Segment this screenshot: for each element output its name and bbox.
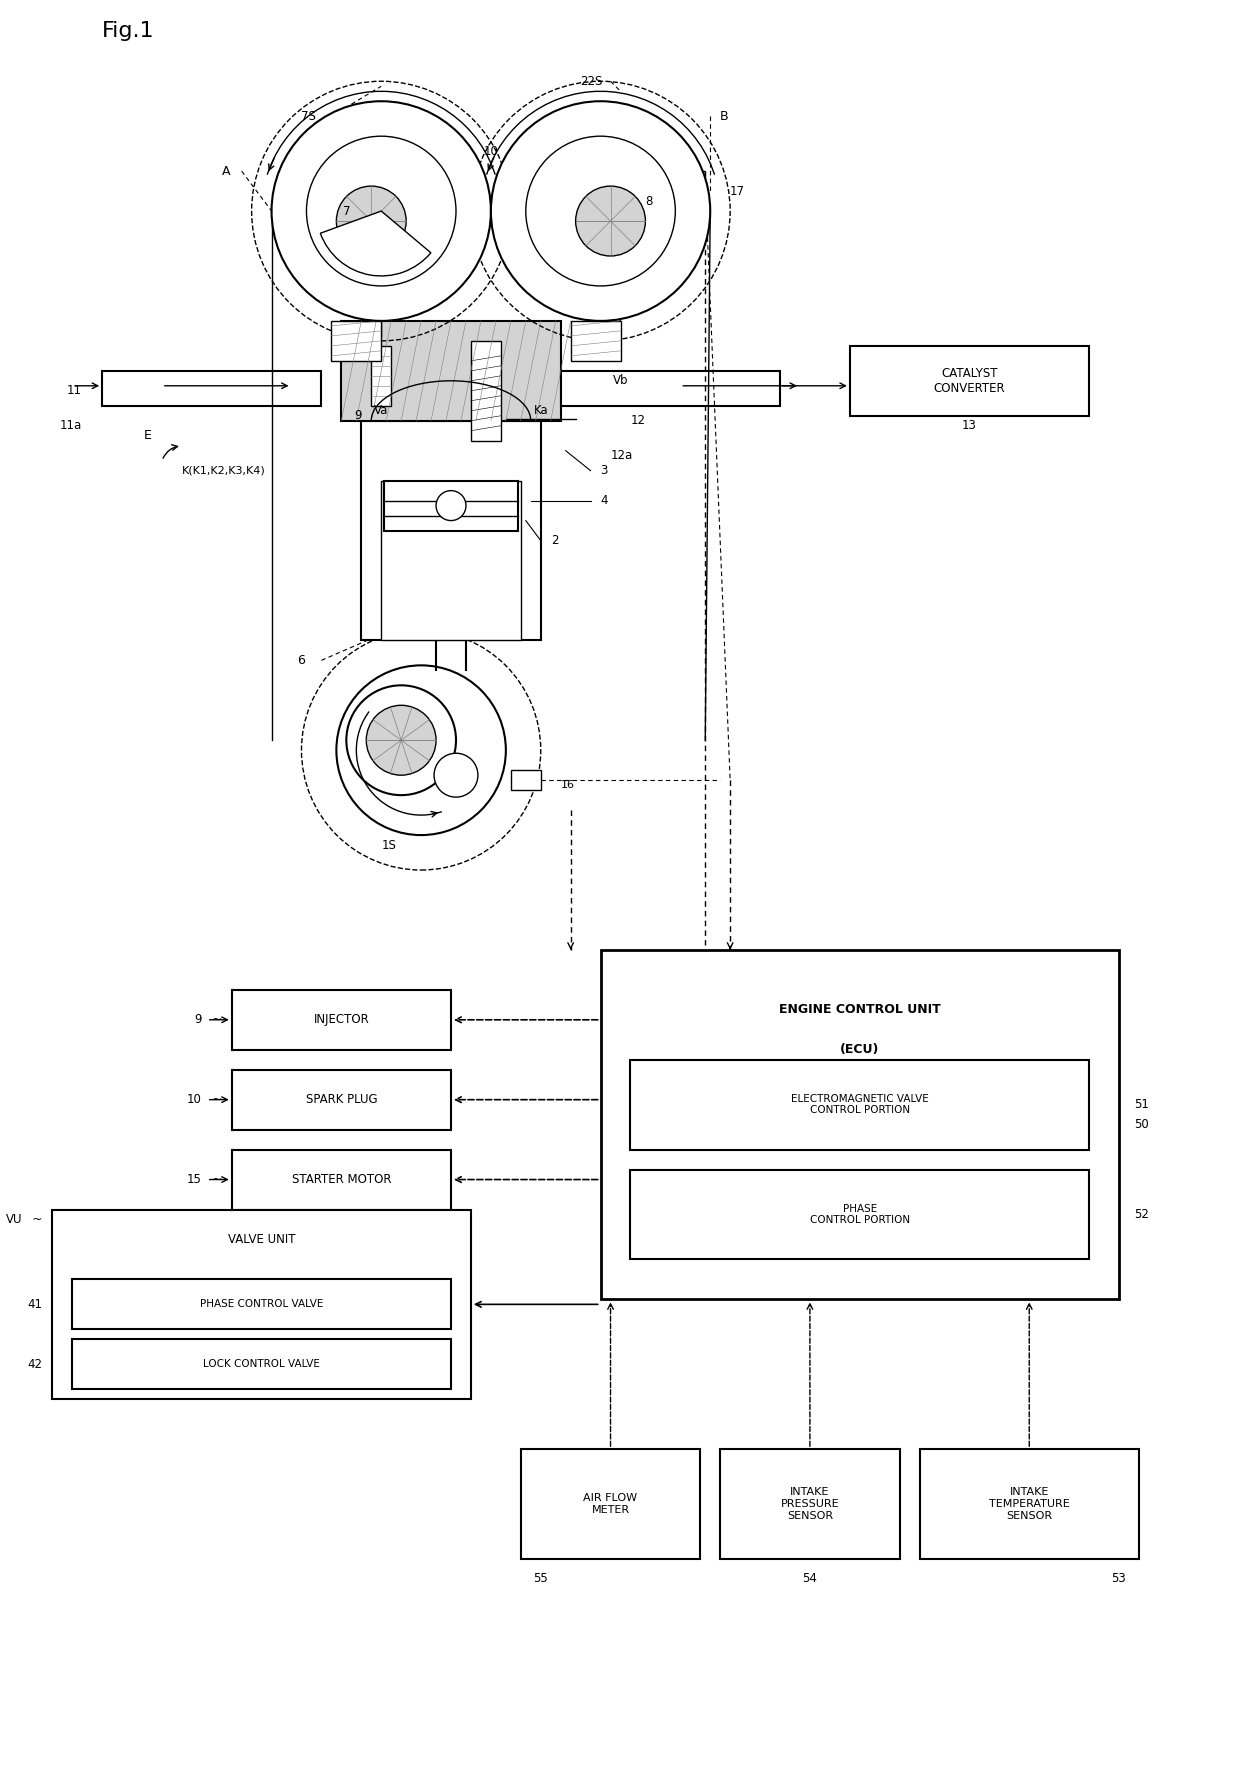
Bar <box>361 420 541 641</box>
Text: VALVE UNIT: VALVE UNIT <box>228 1234 295 1246</box>
Text: INTAKE
PRESSURE
SENSOR: INTAKE PRESSURE SENSOR <box>781 1488 839 1520</box>
Bar <box>630 1059 1089 1150</box>
Text: PHASE CONTROL VALVE: PHASE CONTROL VALVE <box>200 1299 324 1310</box>
Text: STARTER MOTOR: STARTER MOTOR <box>291 1173 391 1185</box>
Circle shape <box>336 187 407 256</box>
Bar <box>232 990 451 1050</box>
Text: LOCK CONTROL VALVE: LOCK CONTROL VALVE <box>203 1360 320 1369</box>
Text: INTAKE
TEMPERATURE
SENSOR: INTAKE TEMPERATURE SENSOR <box>988 1488 1070 1520</box>
Text: ELECTROMAGNETIC VALVE
CONTROL PORTION: ELECTROMAGNETIC VALVE CONTROL PORTION <box>791 1095 929 1116</box>
Bar <box>630 1169 1089 1260</box>
Bar <box>384 481 518 530</box>
Text: 7: 7 <box>342 205 350 217</box>
Text: 10: 10 <box>187 1093 202 1105</box>
Text: 53: 53 <box>1111 1572 1126 1586</box>
Text: 50: 50 <box>1133 1118 1148 1130</box>
Text: CATALYST
CONVERTER: CATALYST CONVERTER <box>934 367 1006 395</box>
Text: VU: VU <box>6 1212 22 1226</box>
Bar <box>232 1070 451 1130</box>
Text: ~: ~ <box>212 1173 222 1185</box>
Text: 51: 51 <box>1133 1098 1148 1111</box>
Bar <box>52 1209 471 1399</box>
Text: ~: ~ <box>32 1212 42 1226</box>
Text: 2: 2 <box>551 534 558 546</box>
Text: SPARK PLUG: SPARK PLUG <box>305 1093 377 1105</box>
Text: 4: 4 <box>600 495 608 507</box>
Text: 55: 55 <box>533 1572 548 1586</box>
Text: 11a: 11a <box>60 420 82 433</box>
Circle shape <box>272 101 491 320</box>
Circle shape <box>575 187 646 256</box>
Text: 41: 41 <box>27 1298 42 1310</box>
Wedge shape <box>320 212 430 276</box>
Text: 7S: 7S <box>301 110 316 123</box>
Text: 12a: 12a <box>610 449 632 463</box>
Text: 13: 13 <box>962 420 977 433</box>
Text: ~: ~ <box>212 1093 222 1105</box>
Text: 17: 17 <box>730 185 745 198</box>
Bar <box>72 1339 451 1388</box>
Bar <box>560 370 780 406</box>
Text: PHASE
CONTROL PORTION: PHASE CONTROL PORTION <box>810 1203 910 1225</box>
Circle shape <box>491 101 711 320</box>
Bar <box>371 345 391 406</box>
Bar <box>521 1449 701 1559</box>
Text: A: A <box>222 164 231 178</box>
Text: K(K1,K2,K3,K4): K(K1,K2,K3,K4) <box>182 466 265 475</box>
Text: AIR FLOW
METER: AIR FLOW METER <box>584 1493 637 1515</box>
Circle shape <box>366 705 436 774</box>
Text: Vb: Vb <box>613 374 629 388</box>
Text: (ECU): (ECU) <box>839 1043 879 1056</box>
Text: 22S: 22S <box>580 75 603 87</box>
Bar <box>471 340 501 441</box>
Bar <box>600 951 1118 1299</box>
Bar <box>341 320 560 420</box>
Text: Va: Va <box>374 404 388 417</box>
Text: 12: 12 <box>630 415 646 427</box>
Text: 15: 15 <box>187 1173 202 1185</box>
Bar <box>720 1449 900 1559</box>
Text: 1S: 1S <box>381 838 396 851</box>
Text: INJECTOR: INJECTOR <box>314 1013 370 1027</box>
Bar <box>920 1449 1138 1559</box>
Text: Ka: Ka <box>533 404 548 417</box>
Bar <box>570 320 620 361</box>
Text: 52: 52 <box>1133 1209 1148 1221</box>
Bar <box>72 1280 451 1330</box>
Text: 3: 3 <box>600 465 608 477</box>
Text: 42: 42 <box>27 1358 42 1371</box>
Bar <box>232 1150 451 1209</box>
Circle shape <box>434 753 477 797</box>
Text: 9: 9 <box>195 1013 202 1027</box>
Text: 10: 10 <box>484 144 498 158</box>
Bar <box>681 171 706 196</box>
Text: 54: 54 <box>802 1572 817 1586</box>
Bar <box>381 481 521 641</box>
Text: 6: 6 <box>298 653 305 668</box>
Text: E: E <box>144 429 153 441</box>
Text: ~: ~ <box>212 1013 222 1027</box>
Circle shape <box>436 491 466 520</box>
Text: Fig.1: Fig.1 <box>102 21 155 41</box>
Circle shape <box>526 137 676 287</box>
Bar <box>102 370 321 406</box>
Text: B: B <box>720 110 729 123</box>
Circle shape <box>306 137 456 287</box>
Text: 9: 9 <box>353 409 361 422</box>
Bar <box>849 345 1089 417</box>
Text: 8: 8 <box>646 194 652 208</box>
Bar <box>511 771 541 790</box>
Bar <box>331 320 381 361</box>
Circle shape <box>346 685 456 796</box>
Text: 11: 11 <box>67 384 82 397</box>
Text: 16: 16 <box>560 780 574 790</box>
Text: ENGINE CONTROL UNIT: ENGINE CONTROL UNIT <box>779 1004 941 1016</box>
